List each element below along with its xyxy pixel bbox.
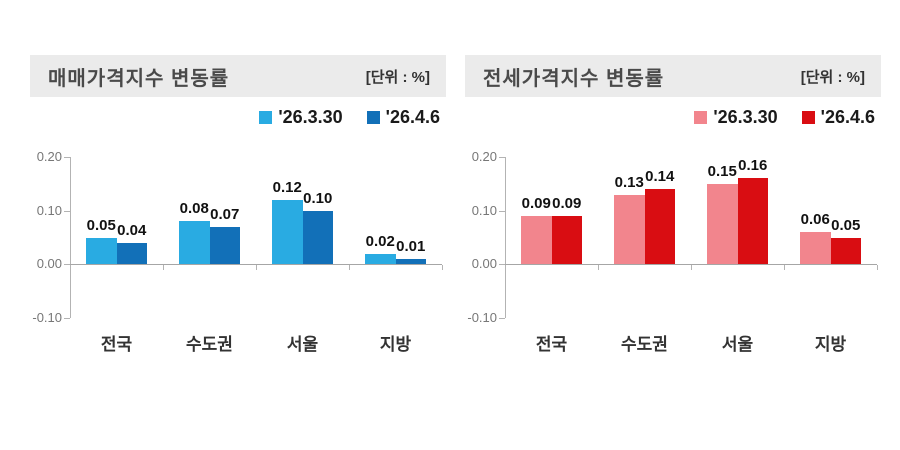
- category-tick: [691, 265, 692, 271]
- chart-title: 매매가격지수 변동률: [48, 67, 230, 90]
- y-axis-tick: [499, 157, 505, 158]
- category-tick: [442, 265, 443, 271]
- category-label: 수도권: [621, 335, 668, 354]
- bar-value-label: 0.02: [365, 232, 395, 250]
- bar-전국-series0: [521, 216, 552, 265]
- y-axis-line: [505, 157, 506, 318]
- y-axis-tick: [64, 157, 70, 158]
- legend-swatch-icon: [801, 110, 815, 124]
- legend-label: '26.4.6: [385, 106, 440, 127]
- y-axis-tick-label: 0.00: [471, 256, 497, 272]
- legend-label: '26.3.30: [278, 106, 343, 127]
- category-label: 전국: [100, 335, 133, 354]
- category-label: 지방: [379, 335, 412, 354]
- y-axis-tick: [64, 210, 70, 212]
- y-axis-tick-label: 0.10: [471, 202, 497, 218]
- bar-수도권-series0: [614, 194, 645, 265]
- bar-서울-series1: [302, 210, 333, 265]
- category-tick: [163, 265, 164, 271]
- plot-area: 0.20 0.10 0.00 -0.10 전국 0.09 0.09 수도권 0.13 0.14 서울…: [465, 55, 881, 365]
- bar-서울-series0: [707, 183, 738, 265]
- bar-value-label: 0.15: [707, 162, 737, 180]
- y-axis-tick: [499, 264, 505, 266]
- bar-value-label: 0.04: [117, 221, 147, 239]
- bar-지방-series1: [830, 237, 861, 265]
- y-axis-tick-label: 0.20: [36, 149, 62, 164]
- panel-sale-price-index: 매매가격지수 변동률 [단위 : %] '26.3.30 '26.4.6 0.2…: [30, 55, 446, 365]
- bar-지방-series1: [395, 258, 426, 265]
- legend-swatch-icon: [366, 110, 380, 124]
- category-tick: [784, 265, 785, 271]
- y-axis-tick-label: -0.10: [467, 310, 497, 325]
- y-axis-tick: [499, 210, 505, 212]
- category-tick: [598, 265, 599, 271]
- plot-area: 0.20 0.10 0.00 -0.10 전국 0.05 0.04 수도권 0.08 0.07 서울…: [30, 55, 446, 365]
- bar-value-label: 0.07: [210, 205, 240, 223]
- bar-수도권-series1: [644, 189, 675, 265]
- x-axis-baseline: [505, 264, 877, 266]
- y-axis-tick: [64, 318, 70, 319]
- bar-전국-series1: [116, 242, 147, 265]
- legend-item: '26.4.6: [801, 106, 875, 128]
- category-tick: [256, 265, 257, 271]
- bar-value-label: 0.09: [521, 195, 551, 213]
- category-label: 수도권: [186, 335, 233, 354]
- bar-수도권-series1: [209, 226, 240, 265]
- legend-item: '26.3.30: [259, 106, 343, 128]
- bar-value-label: 0.14: [645, 168, 675, 186]
- y-axis-line: [70, 157, 71, 318]
- legend-item: '26.3.30: [694, 106, 778, 128]
- legend-label: '26.4.6: [820, 106, 875, 127]
- bar-value-label: 0.10: [303, 189, 333, 207]
- y-axis-tick: [64, 264, 70, 266]
- bar-전국-series1: [551, 216, 582, 265]
- category-tick: [349, 265, 350, 271]
- bar-value-label: 0.12: [272, 178, 302, 196]
- legend: '26.3.30 '26.4.6: [259, 105, 440, 129]
- y-axis-tick: [499, 318, 505, 319]
- panel-jeonse-price-index: 전세가격지수 변동률 [단위 : %] '26.3.30 '26.4.6 0.2…: [465, 55, 881, 365]
- y-axis-tick-label: 0.20: [471, 149, 497, 164]
- unit-label: [단위 : %]: [800, 68, 865, 86]
- y-axis-tick-label: 0.00: [36, 256, 62, 272]
- category-label: 서울: [286, 335, 319, 354]
- category-tick: [877, 265, 878, 271]
- bar-value-label: 0.05: [86, 216, 116, 234]
- legend-item: '26.4.6: [366, 106, 440, 128]
- bar-서울-series1: [737, 178, 768, 265]
- bar-value-label: 0.13: [614, 173, 644, 191]
- bar-지방-series0: [365, 253, 396, 265]
- bar-value-label: 0.01: [396, 237, 426, 255]
- chart-title: 전세가격지수 변동률: [483, 67, 665, 90]
- bar-전국-series0: [86, 237, 117, 265]
- bar-value-label: 0.06: [800, 211, 830, 229]
- category-label: 지방: [814, 335, 847, 354]
- legend: '26.3.30 '26.4.6: [694, 105, 875, 129]
- panel-header: 전세가격지수 변동률 [단위 : %]: [465, 55, 881, 97]
- legend-label: '26.3.30: [713, 106, 778, 127]
- y-axis-tick-label: 0.10: [36, 202, 62, 218]
- unit-label: [단위 : %]: [365, 68, 430, 86]
- bar-value-label: 0.08: [179, 200, 209, 218]
- x-axis-baseline: [70, 264, 442, 266]
- category-label: 서울: [721, 335, 754, 354]
- bar-value-label: 0.16: [738, 157, 768, 175]
- bar-value-label: 0.05: [831, 216, 861, 234]
- bar-value-label: 0.09: [552, 195, 582, 213]
- bar-수도권-series0: [179, 221, 210, 265]
- y-axis-tick-label: -0.10: [32, 310, 62, 325]
- bar-서울-series0: [272, 199, 303, 265]
- legend-swatch-icon: [694, 110, 708, 124]
- bar-지방-series0: [800, 232, 831, 265]
- legend-swatch-icon: [259, 110, 273, 124]
- panel-header: 매매가격지수 변동률 [단위 : %]: [30, 55, 446, 97]
- category-label: 전국: [535, 335, 568, 354]
